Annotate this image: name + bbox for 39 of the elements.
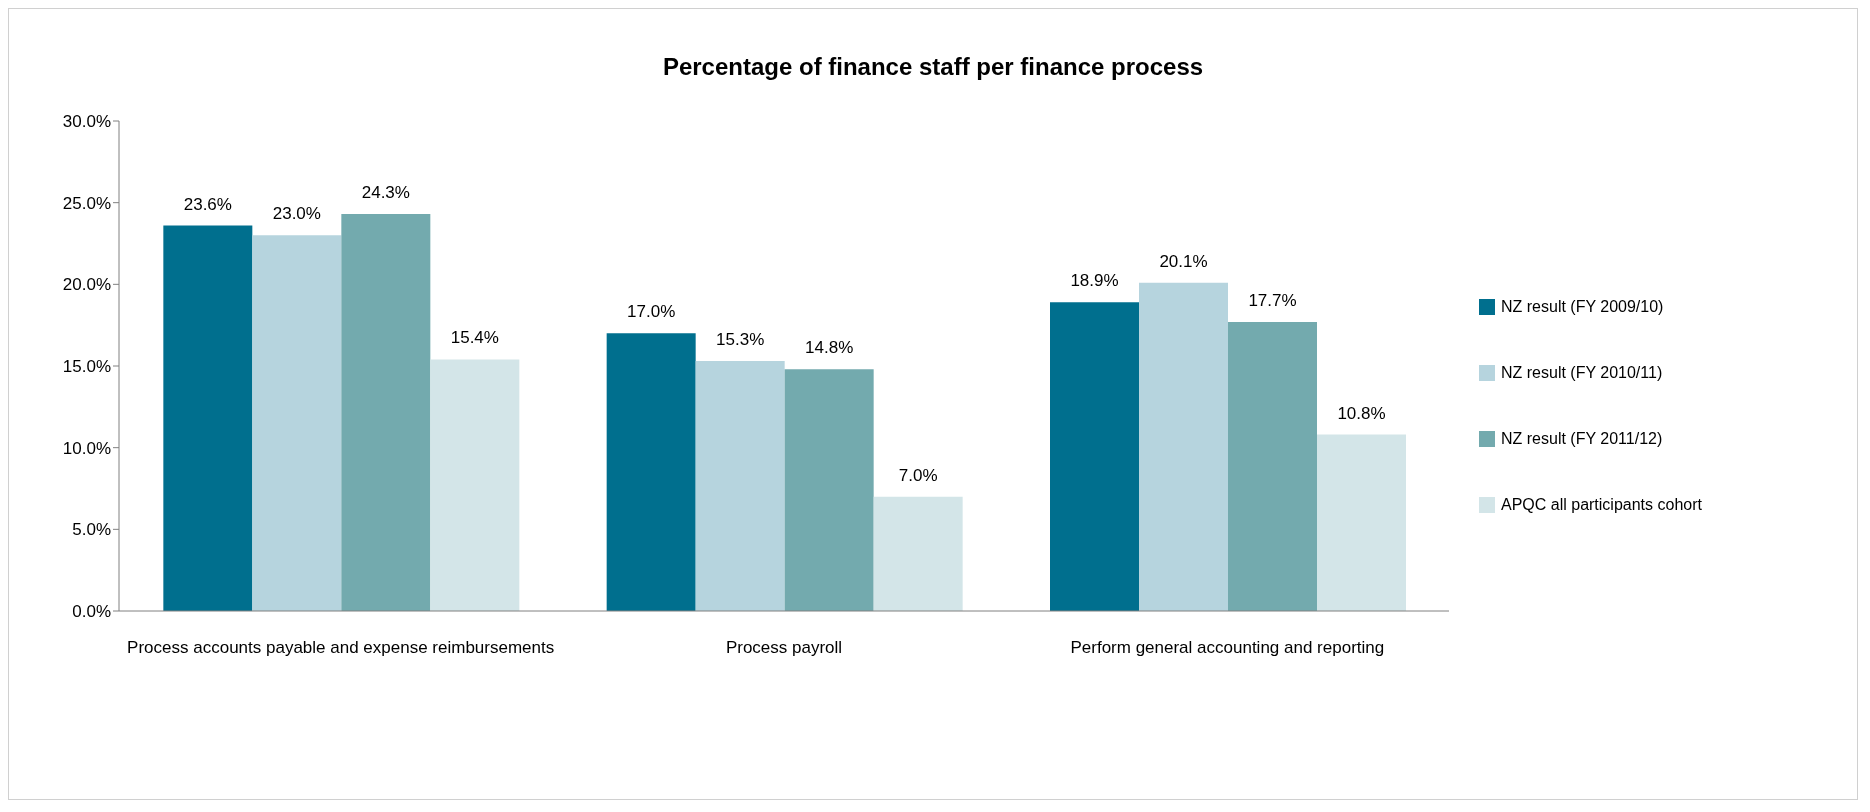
data-label: 14.8%	[805, 338, 854, 358]
y-tick-label: 20.0%	[62, 275, 111, 295]
data-label: 18.9%	[1070, 271, 1119, 291]
chart-title: Percentage of finance staff per finance process	[661, 53, 1205, 81]
y-tick-label: 25.0%	[62, 193, 111, 213]
data-label: 7.0%	[898, 465, 938, 485]
x-tick-label: Perform general accounting and reporting	[1070, 638, 1385, 658]
data-label: 20.1%	[1159, 251, 1208, 271]
bar	[1228, 321, 1317, 611]
legend-label: APQC all participants cohort	[1501, 496, 1702, 514]
data-label: 23.0%	[272, 204, 321, 224]
y-tick-label: 10.0%	[62, 438, 111, 458]
data-label: 15.3%	[716, 330, 765, 350]
y-tick-label: 0.0%	[72, 602, 111, 622]
legend-label: NZ result (FY 2011/12)	[1501, 430, 1663, 448]
y-tick-label: 30.0%	[62, 112, 111, 132]
legend-label: NZ result (FY 2009/10)	[1501, 298, 1664, 316]
data-label: 24.3%	[361, 183, 410, 203]
data-label: 17.0%	[627, 302, 676, 322]
data-label: 17.7%	[1248, 290, 1297, 310]
bar	[1317, 434, 1406, 611]
bar	[873, 496, 963, 611]
data-label: 15.4%	[450, 328, 499, 348]
y-tick-label: 5.0%	[72, 520, 111, 540]
legend-label: NZ result (FY 2010/11)	[1501, 364, 1663, 382]
bar	[252, 235, 342, 611]
bar	[430, 359, 520, 611]
bar	[784, 369, 874, 611]
bar	[1050, 302, 1139, 611]
data-label: 23.6%	[183, 194, 232, 214]
y-tick-label: 15.0%	[62, 357, 111, 377]
bar	[695, 361, 785, 611]
bar	[606, 333, 696, 611]
x-tick-label: Process accounts payable and expense reimbursements	[127, 638, 555, 658]
bar	[341, 214, 431, 611]
bar	[163, 225, 253, 611]
data-label: 10.8%	[1337, 403, 1386, 423]
bar	[1139, 282, 1228, 611]
x-tick-label: Process payroll	[725, 638, 843, 658]
